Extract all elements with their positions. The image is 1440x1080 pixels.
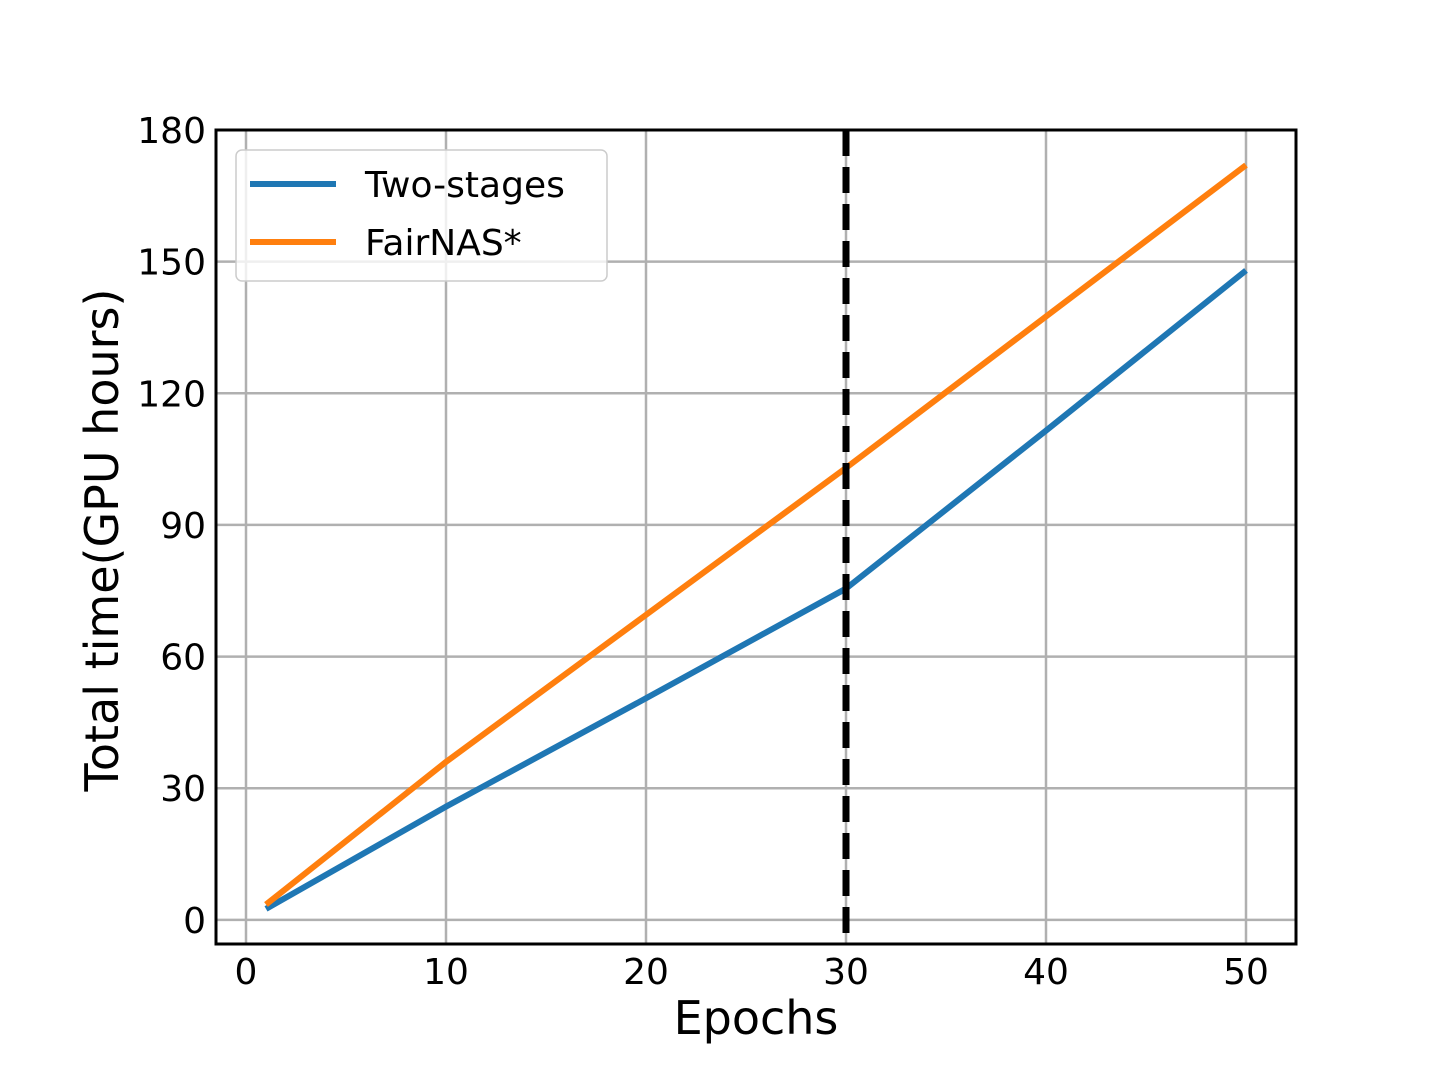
grid	[216, 128, 1296, 944]
y-tick-label: 30	[160, 769, 206, 810]
x-tick-label: 40	[1023, 952, 1069, 993]
y-axis-title: Total time(GPU hours)	[75, 289, 129, 793]
y-tick-label: 120	[137, 374, 206, 415]
y-tick-label: 60	[160, 638, 206, 679]
x-tick-label: 30	[823, 952, 869, 993]
y-axis-ticks: 0 30 60 90 120 150 180	[137, 111, 206, 942]
series-line-two-stages	[264, 268, 1248, 912]
axes-frame	[214, 128, 1298, 946]
x-axis-title: Epochs	[674, 991, 839, 1045]
y-tick-label: 150	[137, 243, 206, 284]
x-tick-label: 0	[235, 952, 258, 993]
legend-label-fairnas: FairNAS*	[365, 223, 522, 264]
plot-lines	[264, 162, 1248, 912]
y-tick-label: 0	[183, 901, 206, 942]
x-tick-label: 10	[423, 952, 469, 993]
legend-label-two-stages: Two-stages	[364, 165, 565, 206]
y-tick-label: 90	[160, 506, 206, 547]
legend: Two-stages FairNAS*	[235, 149, 608, 282]
x-axis-ticks: 0 10 20 30 40 50	[235, 952, 1269, 993]
series-line-fairnas	[264, 162, 1248, 907]
x-tick-label: 20	[623, 952, 669, 993]
y-tick-label: 180	[137, 111, 206, 152]
x-tick-label: 50	[1223, 952, 1269, 993]
